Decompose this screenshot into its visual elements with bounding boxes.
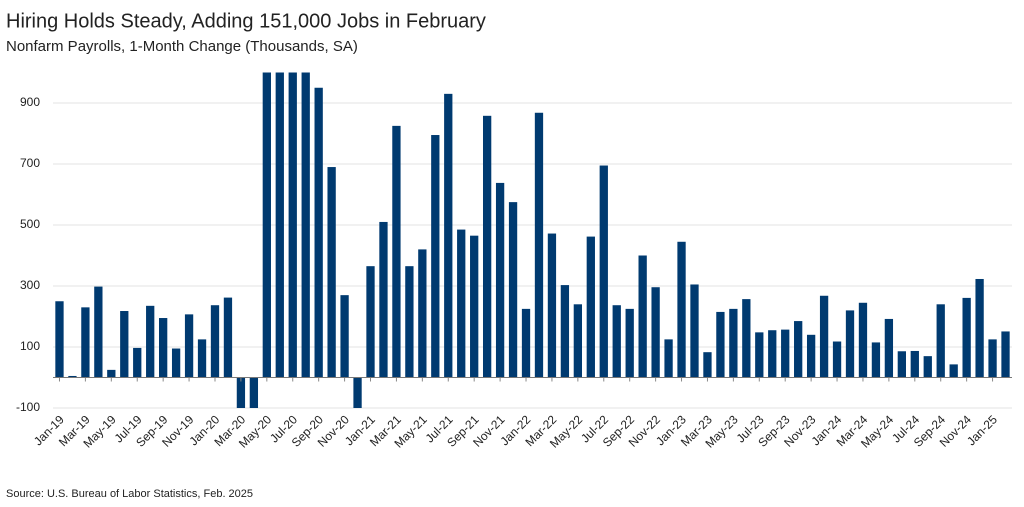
bar — [664, 339, 673, 378]
bar — [625, 308, 634, 378]
bar — [781, 329, 790, 378]
bar — [703, 352, 712, 378]
bar — [210, 305, 220, 378]
bar — [677, 241, 686, 378]
x-tick-label: Jan-25 — [964, 412, 1000, 448]
bar — [457, 229, 466, 378]
bar — [327, 167, 336, 378]
bar — [949, 364, 958, 378]
bar — [184, 314, 194, 378]
bar — [379, 221, 388, 378]
bar — [68, 375, 77, 378]
bar — [794, 321, 803, 378]
y-tick-label: 500 — [20, 217, 40, 231]
bar — [392, 125, 401, 378]
bar — [819, 295, 829, 378]
bar — [353, 377, 362, 408]
bar — [55, 301, 64, 378]
bar — [806, 334, 816, 378]
bar — [560, 285, 570, 378]
bar — [534, 112, 544, 378]
bar — [599, 165, 608, 378]
bar — [547, 233, 557, 378]
bar — [729, 308, 738, 378]
y-tick-label: 300 — [20, 278, 40, 292]
bar — [171, 348, 181, 378]
bar — [236, 377, 246, 408]
bar — [146, 305, 155, 378]
bar — [897, 351, 906, 378]
bar — [716, 311, 725, 378]
source-note: Source: U.S. Bureau of Labor Statistics,… — [6, 488, 253, 500]
bar — [470, 235, 479, 378]
bar — [288, 72, 297, 378]
bar — [262, 72, 271, 378]
bar — [94, 286, 103, 378]
bar — [521, 308, 531, 378]
bar — [275, 72, 284, 378]
y-tick-label: -100 — [16, 400, 40, 414]
bar — [742, 299, 751, 378]
bar — [651, 287, 660, 378]
bar — [197, 339, 207, 378]
bar — [871, 342, 881, 378]
bar — [81, 307, 90, 378]
bar — [482, 115, 492, 378]
y-tick-label: 100 — [20, 339, 40, 353]
bar — [573, 304, 583, 378]
chart-subtitle: Nonfarm Payrolls, 1-Month Change (Thousa… — [6, 38, 358, 55]
bar — [444, 93, 453, 378]
bar — [508, 202, 518, 378]
bar — [975, 278, 984, 378]
bar — [586, 236, 595, 378]
bar — [340, 295, 349, 378]
bar — [301, 72, 310, 378]
y-tick-label: 900 — [20, 95, 40, 109]
bar — [690, 284, 699, 378]
bar — [832, 341, 842, 378]
bar — [366, 266, 375, 378]
bar — [431, 135, 440, 378]
bar — [495, 182, 505, 378]
bar — [910, 350, 919, 378]
bar — [988, 339, 997, 378]
bar — [845, 310, 855, 378]
y-tick-label: 700 — [20, 156, 40, 170]
chart-title: Hiring Holds Steady, Adding 151,000 Jobs… — [6, 10, 486, 32]
bar — [936, 304, 945, 378]
bar — [120, 311, 129, 378]
bar — [418, 249, 427, 378]
bar — [755, 332, 764, 378]
bar — [1001, 331, 1010, 378]
bar — [159, 318, 168, 378]
bar — [223, 297, 233, 378]
bar — [768, 330, 777, 378]
bar — [884, 318, 894, 378]
bar — [249, 377, 259, 408]
bar — [858, 302, 868, 378]
bar — [133, 347, 142, 378]
bar — [638, 255, 647, 378]
bar — [923, 356, 932, 378]
bar — [612, 305, 621, 378]
bar — [107, 369, 116, 378]
bar — [962, 297, 971, 378]
bar — [405, 266, 414, 378]
bar — [314, 87, 323, 378]
